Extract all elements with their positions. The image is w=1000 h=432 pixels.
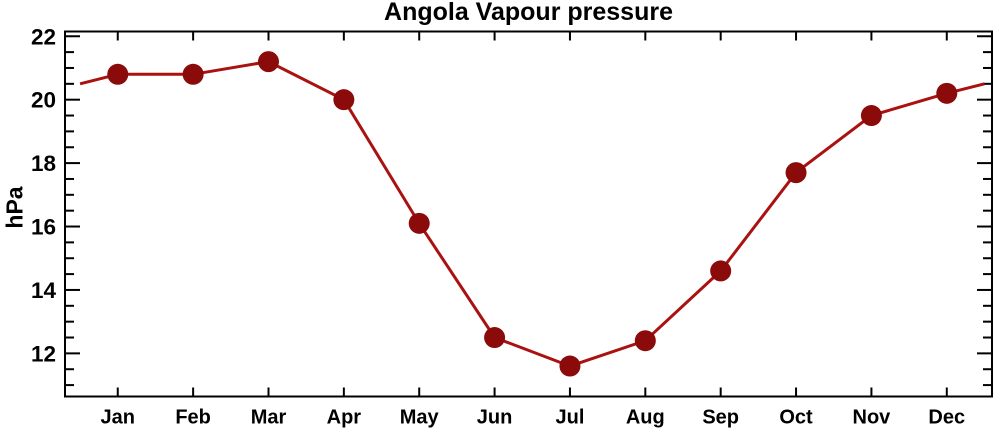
data-point [710, 260, 732, 282]
data-line [79, 60, 985, 368]
x-tick-label: Apr [327, 407, 362, 429]
x-tick-label: Jan [101, 407, 135, 429]
y-tick-label: 14 [31, 278, 57, 303]
x-tick-label: Dec [928, 407, 965, 429]
data-point [860, 105, 882, 127]
data-point [182, 63, 204, 85]
x-tick-label: Jun [477, 407, 513, 429]
y-tick-label: 22 [31, 24, 56, 49]
y-tick-label: 18 [31, 151, 56, 176]
chart-title: Angola Vapour pressure [384, 0, 673, 26]
x-tick-label: Nov [853, 407, 892, 429]
data-point [107, 63, 129, 85]
data-point [785, 162, 807, 184]
y-tick-label: 16 [31, 215, 56, 240]
x-tick-label: Mar [251, 407, 287, 429]
x-tick-label: Feb [175, 407, 211, 429]
y-tick-label: 20 [31, 88, 56, 113]
data-point [257, 51, 279, 73]
data-point [408, 212, 430, 234]
plot-frame [64, 30, 993, 398]
x-tick-label: Aug [626, 407, 665, 429]
data-point [559, 355, 581, 377]
data-point [634, 330, 656, 352]
data-point [484, 327, 506, 349]
x-tick-label: May [400, 407, 440, 429]
data-point [936, 82, 958, 104]
data-point [333, 89, 355, 111]
x-tick-label: Oct [779, 407, 813, 429]
y-tick-label: 12 [31, 341, 56, 366]
x-tick-label: Sep [702, 407, 739, 429]
x-tick-label: Jul [555, 407, 584, 429]
